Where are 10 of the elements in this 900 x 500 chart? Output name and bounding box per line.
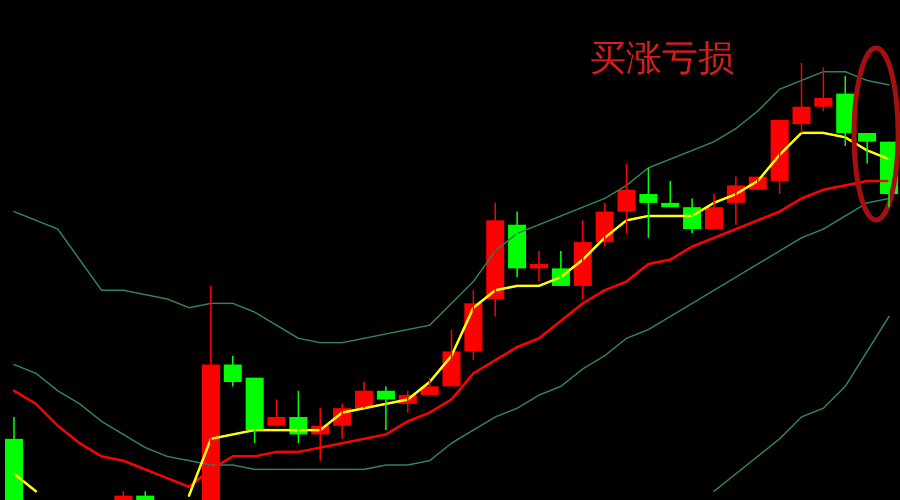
candlestick	[136, 490, 154, 500]
candlestick	[792, 62, 810, 134]
candlestick	[530, 250, 548, 282]
candlestick	[618, 162, 636, 234]
candlestick	[246, 376, 264, 444]
chart-title: 买涨亏损	[590, 38, 734, 79]
candlestick	[224, 355, 242, 388]
candlestick	[705, 193, 723, 230]
candlestick	[114, 490, 132, 500]
candlestick	[639, 167, 658, 239]
